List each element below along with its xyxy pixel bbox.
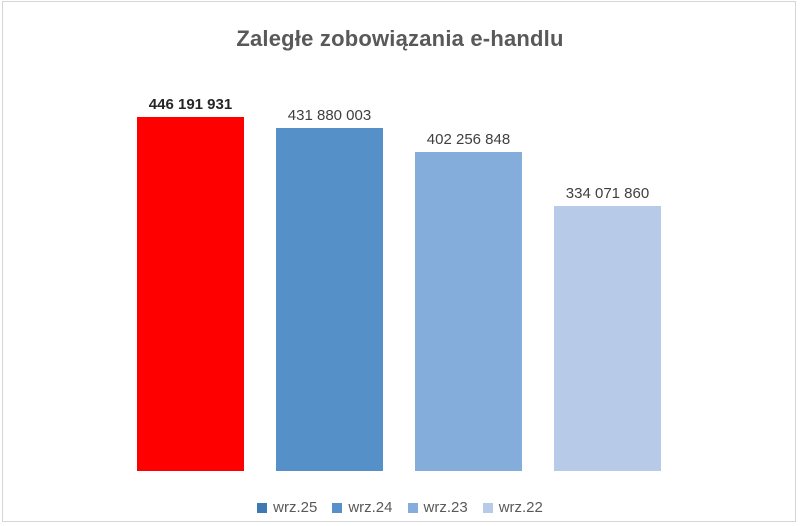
legend-swatch-icon [332,502,343,513]
bar-value-label: 431 880 003 [287,107,372,124]
legend-item: wrz.25 [257,500,317,515]
bar-column: 334 071 860 [554,88,661,471]
bar-column: 446 191 931 [137,88,244,471]
legend-label: wrz.23 [423,499,468,516]
legend-item: wrz.22 [482,499,543,516]
legend-label: wrz.25 [273,499,318,516]
legend: wrz.25 wrz.24 wrz.23 wrz.22 [0,500,800,515]
bar [554,206,661,471]
legend-label: wrz.24 [348,499,393,516]
legend-swatch-icon [482,502,493,513]
legend-item: wrz.24 [332,499,393,516]
bar-column: 431 880 003 [276,88,383,471]
bar [137,117,244,471]
legend-item: wrz.23 [407,499,468,516]
bar-column: 402 256 848 [415,88,522,471]
legend-label: wrz.22 [498,499,543,516]
bar [276,128,383,471]
bar-value-label: 446 191 931 [148,96,233,113]
bar-value-label: 334 071 860 [565,185,650,202]
legend-swatch-icon [257,502,268,513]
legend-swatch-icon [407,502,418,513]
bar-value-label: 402 256 848 [426,131,511,148]
bar [415,152,522,471]
plot-area: 446 191 931 431 880 003 402 256 848 334 … [137,88,661,471]
chart-title: Zaległe zobowiązania e-handlu [236,26,564,51]
